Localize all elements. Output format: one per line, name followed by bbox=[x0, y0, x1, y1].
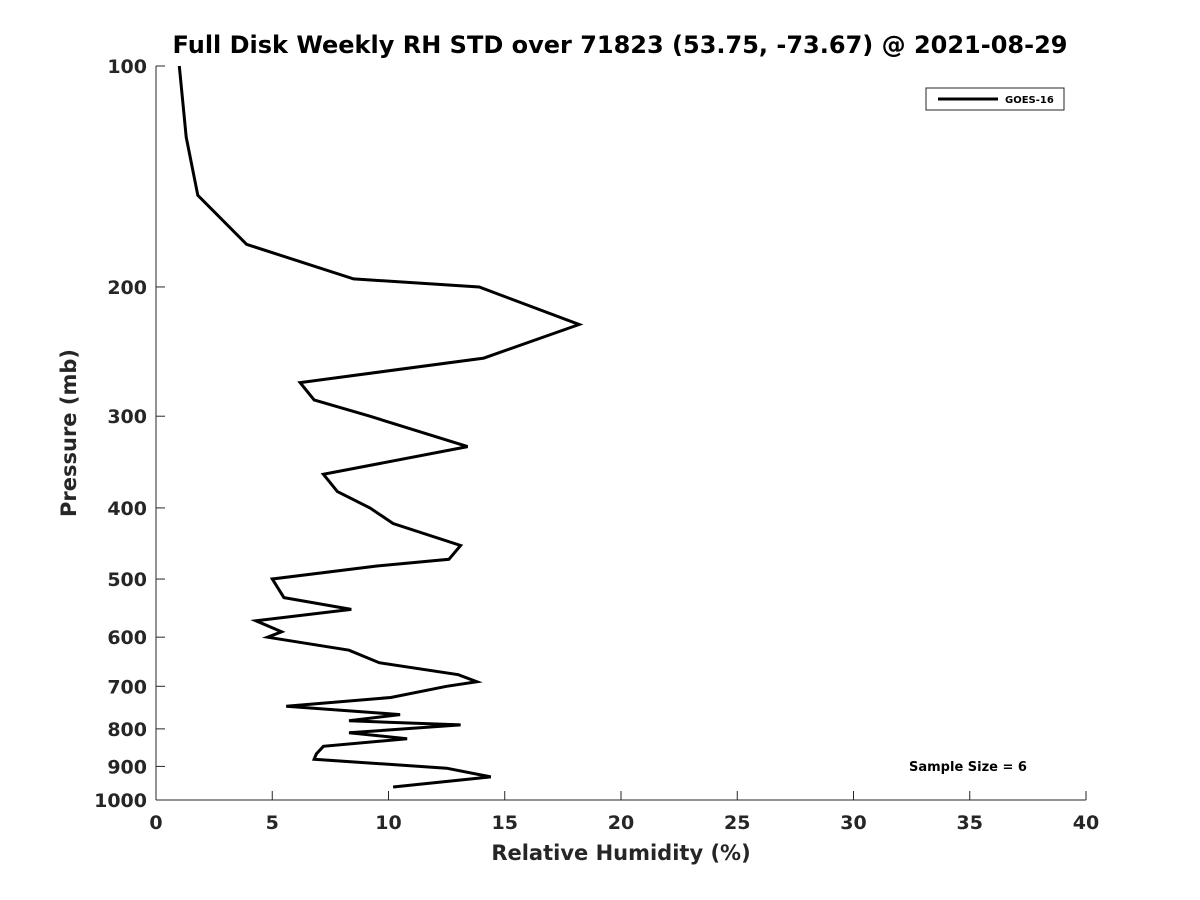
axes-frame bbox=[155, 66, 1086, 801]
y-tick-label: 700 bbox=[107, 676, 147, 698]
y-tick-label: 1000 bbox=[94, 790, 147, 812]
sample-size-annotation: Sample Size = 6 bbox=[909, 760, 1027, 775]
legend: GOES-16 bbox=[925, 87, 1065, 111]
x-tick-label: 25 bbox=[724, 812, 750, 834]
y-axis-label: Pressure (mb) bbox=[57, 349, 81, 517]
x-tick-label: 30 bbox=[840, 812, 866, 834]
x-axis-label: Relative Humidity (%) bbox=[491, 841, 750, 865]
legend-label-goes-16: GOES-16 bbox=[1005, 95, 1054, 106]
x-tick-label: 15 bbox=[492, 812, 518, 834]
y-tick-label: 900 bbox=[107, 756, 147, 778]
y-tick-label: 800 bbox=[107, 719, 147, 741]
x-tick-label: 10 bbox=[375, 812, 401, 834]
y-ticks: 100 200 300 400 500 600 700 800 900 1000 bbox=[94, 56, 165, 812]
x-tick-label: 35 bbox=[957, 812, 983, 834]
x-tick-label: 0 bbox=[149, 812, 162, 834]
x-tick-label: 5 bbox=[266, 812, 279, 834]
series-line-goes-16 bbox=[177, 65, 584, 789]
chart-title: Full Disk Weekly RH STD over 71823 (53.7… bbox=[173, 31, 1068, 59]
series-group bbox=[177, 65, 584, 789]
x-tick-label: 40 bbox=[1073, 812, 1099, 834]
y-tick-label: 300 bbox=[107, 406, 147, 428]
y-tick-label: 400 bbox=[107, 498, 147, 520]
y-tick-label: 600 bbox=[107, 627, 147, 649]
y-tick-label: 200 bbox=[107, 277, 147, 299]
x-ticks: 0 5 10 15 20 25 30 35 40 bbox=[149, 791, 1099, 834]
x-tick-label: 20 bbox=[608, 812, 634, 834]
y-tick-label: 100 bbox=[107, 56, 147, 78]
y-tick-label: 500 bbox=[107, 569, 147, 591]
